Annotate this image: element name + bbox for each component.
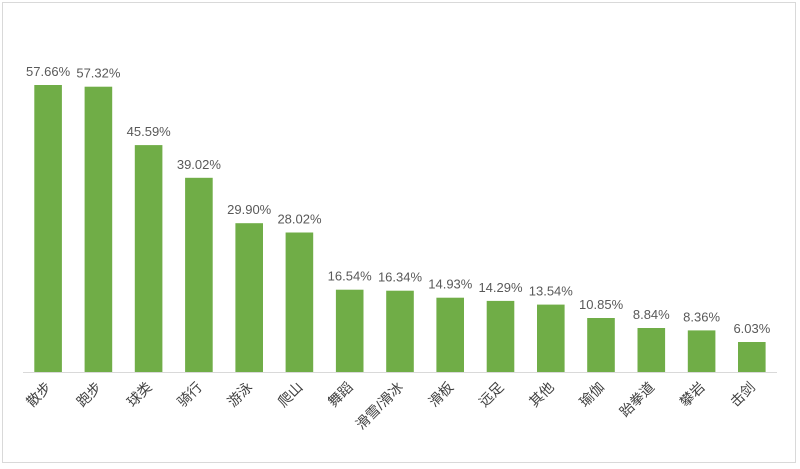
bar-chart: 57.66% 57.32% 45.59% 39.02% 29.90% 28.02% 16.5… — [23, 64, 777, 433]
bar — [185, 177, 213, 372]
x-tick-label: 骑行 — [174, 379, 205, 410]
x-tick-label: 击剑 — [727, 379, 758, 410]
data-label: 16.54% — [328, 269, 373, 284]
x-tick-label: 远足 — [476, 379, 507, 410]
x-tick-label: 滑板 — [425, 379, 456, 410]
bar — [436, 297, 464, 372]
bar — [738, 342, 766, 372]
bar — [486, 300, 515, 372]
data-label: 6.03% — [733, 321, 770, 336]
x-tick-label: 滑雪/滑冰 — [352, 379, 406, 433]
bar — [134, 145, 163, 372]
data-label: 14.29% — [478, 280, 523, 295]
data-label: 10.85% — [579, 297, 624, 312]
x-tick-label: 攀岩 — [677, 379, 708, 410]
bar — [386, 290, 414, 372]
data-label: 29.90% — [227, 202, 272, 217]
bar — [637, 328, 666, 372]
x-tick-label: 跑步 — [73, 379, 104, 410]
data-label: 28.02% — [277, 212, 322, 227]
data-label: 16.34% — [378, 270, 423, 285]
data-label: 57.32% — [76, 66, 121, 81]
bar — [537, 304, 565, 372]
data-label: 8.84% — [633, 307, 670, 322]
bar — [587, 318, 615, 372]
x-tick-label: 散步 — [23, 379, 54, 410]
x-tick-label: 游泳 — [224, 379, 255, 410]
x-tick-label: 瑜伽 — [576, 379, 607, 410]
data-label: 14.93% — [428, 277, 473, 292]
data-label: 57.66% — [26, 64, 71, 79]
data-label: 8.36% — [683, 309, 720, 324]
x-tick-label: 球类 — [124, 379, 155, 410]
x-tick-label: 舞蹈 — [325, 379, 356, 410]
x-tick-label: 其他 — [526, 379, 557, 410]
bar — [235, 223, 263, 372]
data-label: 39.02% — [177, 157, 222, 172]
data-label: 13.54% — [529, 284, 574, 299]
x-tick-label: 跆拳道 — [616, 379, 657, 420]
x-tick-label: 爬山 — [275, 379, 306, 410]
bar — [687, 330, 716, 372]
bar — [84, 86, 113, 372]
bar — [285, 232, 314, 372]
bar — [34, 85, 62, 372]
chart-frame: 57.66% 57.32% 45.59% 39.02% 29.90% 28.02% 16.5… — [2, 2, 796, 463]
bar — [335, 289, 364, 372]
data-label: 45.59% — [127, 124, 172, 139]
